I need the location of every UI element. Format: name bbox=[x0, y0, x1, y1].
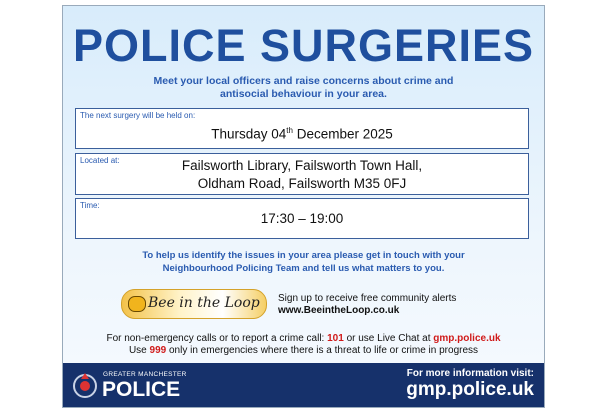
force-name: POLICE bbox=[102, 378, 181, 401]
phone: 101 bbox=[327, 333, 344, 344]
poster: POLICE SURGERIES Meet your local officer… bbox=[62, 5, 545, 408]
box-label: The next surgery will be held on: bbox=[80, 111, 196, 120]
contact-prompt: To help us identify the issues in your a… bbox=[63, 249, 544, 275]
prompt-line: Neighbourhood Policing Team and tell us … bbox=[162, 263, 445, 274]
footer-website[interactable]: gmp.police.uk bbox=[406, 379, 534, 400]
bee-url[interactable]: www.BeeintheLoop.co.uk bbox=[278, 305, 400, 316]
phone: 999 bbox=[149, 345, 167, 356]
prompt-line: To help us identify the issues in your a… bbox=[142, 250, 465, 261]
bee-icon bbox=[128, 296, 146, 312]
bee-text: Sign up to receive free community alerts… bbox=[278, 293, 456, 317]
title: POLICE SURGERIES bbox=[72, 20, 535, 71]
police-crest bbox=[73, 373, 97, 398]
date-box: The next surgery will be held on: Thursd… bbox=[75, 108, 529, 149]
text: only in emergencies where there is a thr… bbox=[169, 345, 479, 356]
box-label: Located at: bbox=[80, 156, 120, 165]
date-day: Thursday 04 bbox=[211, 126, 287, 142]
call-info: For non-emergency calls or to report a c… bbox=[63, 333, 544, 357]
box-label: Time: bbox=[80, 201, 100, 210]
location-box: Located at: Failsworth Library, Failswor… bbox=[75, 153, 529, 195]
subtitle-line: Meet your local officers and raise conce… bbox=[153, 75, 454, 87]
subtitle-line: antisocial behaviour in your area. bbox=[220, 88, 387, 100]
footer-info: For more information visit: bbox=[406, 368, 534, 379]
date-rest: December 2025 bbox=[296, 126, 393, 142]
bee-logo-text: Bee in the Loop bbox=[148, 295, 260, 311]
force-region: GREATER MANCHESTER bbox=[103, 371, 187, 378]
call-line: For non-emergency calls or to report a c… bbox=[63, 333, 544, 345]
subtitle: Meet your local officers and raise conce… bbox=[63, 75, 544, 101]
location-line: Failsworth Library, Failsworth Town Hall… bbox=[181, 158, 423, 173]
bee-logo: Bee in the Loop bbox=[121, 289, 267, 319]
text: or use Live Chat at bbox=[346, 333, 431, 344]
time-box: Time: 17:30 – 19:00 bbox=[75, 198, 529, 239]
location-line: Oldham Road, Failsworth M35 0FJ bbox=[197, 176, 407, 191]
link[interactable]: gmp.police.uk bbox=[433, 333, 501, 344]
location: Failsworth Library, Failsworth Town Hall… bbox=[76, 157, 528, 193]
text: For non-emergency calls or to report a c… bbox=[106, 333, 325, 344]
date: Thursday 04th December 2025 bbox=[76, 122, 528, 144]
text: Use bbox=[128, 345, 147, 356]
bee-signup: Sign up to receive free community alerts bbox=[278, 293, 457, 304]
time: 17:30 – 19:00 bbox=[260, 211, 344, 226]
footer: GREATER MANCHESTER POLICE For more infor… bbox=[63, 363, 544, 407]
date-suffix: th bbox=[286, 126, 293, 135]
call-line: Use 999 only in emergencies where there … bbox=[63, 345, 544, 357]
